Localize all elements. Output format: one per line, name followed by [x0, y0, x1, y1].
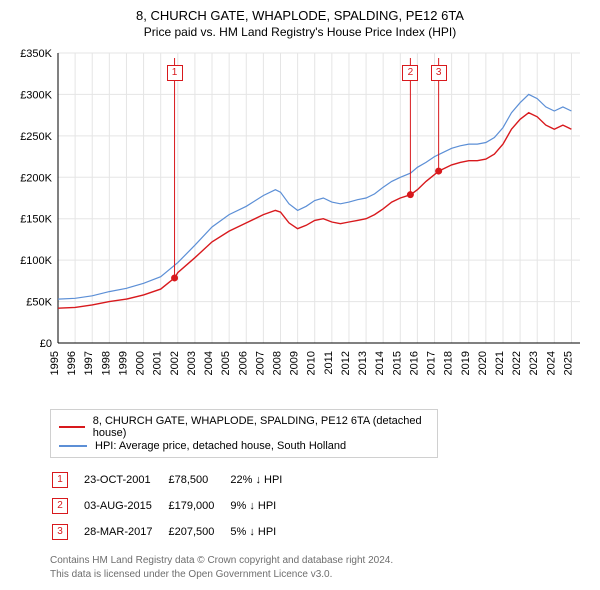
sales-table: 1 23-OCT-2001£78,50022% ↓ HPI 2 03-AUG-2015…	[50, 466, 298, 546]
legend-swatch-hpi	[59, 445, 87, 447]
attribution: Contains HM Land Registry data © Crown c…	[50, 554, 590, 581]
svg-text:2025: 2025	[562, 351, 574, 375]
chart-sale-marker: 2	[402, 65, 418, 81]
chart-area: £0 £50K £100K £150K £200K £250K £300K £350K 1995…	[10, 43, 590, 403]
chart-title: 8, CHURCH GATE, WHAPLODE, SPALDING, PE12…	[10, 8, 590, 23]
attribution-line2: This data is licensed under the Open Gov…	[50, 568, 590, 582]
svg-text:1996: 1996	[66, 351, 78, 375]
svg-text:£300K: £300K	[20, 89, 52, 101]
legend-row-property: 8, CHURCH GATE, WHAPLODE, SPALDING, PE12…	[59, 415, 429, 439]
chart-subtitle: Price paid vs. HM Land Registry's House …	[10, 25, 590, 39]
sale-date: 23-OCT-2001	[84, 468, 166, 492]
svg-text:1998: 1998	[100, 351, 112, 375]
sale-diff: 5% ↓ HPI	[230, 520, 296, 544]
svg-text:£250K: £250K	[20, 131, 52, 143]
svg-text:2019: 2019	[460, 351, 472, 375]
legend: 8, CHURCH GATE, WHAPLODE, SPALDING, PE12…	[50, 409, 438, 458]
chart-container: 8, CHURCH GATE, WHAPLODE, SPALDING, PE12…	[0, 0, 600, 589]
svg-text:2002: 2002	[169, 351, 181, 375]
svg-text:2000: 2000	[135, 351, 147, 375]
sale-price: £207,500	[168, 520, 228, 544]
svg-text:2014: 2014	[374, 351, 386, 375]
svg-text:1997: 1997	[83, 351, 95, 375]
svg-text:2013: 2013	[357, 351, 369, 375]
svg-text:2018: 2018	[443, 351, 455, 375]
svg-text:2001: 2001	[152, 351, 164, 375]
svg-text:2016: 2016	[408, 351, 420, 375]
svg-text:1999: 1999	[117, 351, 129, 375]
svg-text:£50K: £50K	[26, 297, 52, 309]
svg-text:£200K: £200K	[20, 172, 52, 184]
sale-price: £78,500	[168, 468, 228, 492]
sale-date: 03-AUG-2015	[84, 494, 166, 518]
svg-text:2007: 2007	[254, 351, 266, 375]
sale-diff: 22% ↓ HPI	[230, 468, 296, 492]
svg-text:2010: 2010	[306, 351, 318, 375]
svg-text:£350K: £350K	[20, 48, 52, 60]
svg-text:2015: 2015	[391, 351, 403, 375]
svg-text:2009: 2009	[289, 351, 301, 375]
legend-label-hpi: HPI: Average price, detached house, Sout…	[95, 440, 346, 452]
svg-text:2003: 2003	[186, 351, 198, 375]
sales-row: 3 28-MAR-2017£207,5005% ↓ HPI	[52, 520, 296, 544]
svg-text:2017: 2017	[426, 351, 438, 375]
legend-label-property: 8, CHURCH GATE, WHAPLODE, SPALDING, PE12…	[93, 415, 429, 439]
svg-text:£0: £0	[40, 338, 52, 350]
legend-swatch-property	[59, 426, 85, 428]
sale-diff: 9% ↓ HPI	[230, 494, 296, 518]
svg-text:2021: 2021	[494, 351, 506, 375]
sale-price: £179,000	[168, 494, 228, 518]
attribution-line1: Contains HM Land Registry data © Crown c…	[50, 554, 590, 568]
sale-marker-icon: 1	[52, 472, 68, 488]
svg-text:2008: 2008	[271, 351, 283, 375]
sales-row: 2 03-AUG-2015£179,0009% ↓ HPI	[52, 494, 296, 518]
svg-text:2023: 2023	[528, 351, 540, 375]
svg-text:1995: 1995	[49, 351, 61, 375]
chart-sale-marker: 1	[167, 65, 183, 81]
chart-svg: £0 £50K £100K £150K £200K £250K £300K £350K 1995…	[10, 43, 590, 403]
sales-row: 1 23-OCT-2001£78,50022% ↓ HPI	[52, 468, 296, 492]
svg-text:2012: 2012	[340, 351, 352, 375]
svg-text:£100K: £100K	[20, 255, 52, 267]
svg-text:2005: 2005	[220, 351, 232, 375]
svg-text:2024: 2024	[545, 351, 557, 375]
chart-sale-marker: 3	[431, 65, 447, 81]
svg-text:2011: 2011	[323, 351, 335, 375]
legend-row-hpi: HPI: Average price, detached house, Sout…	[59, 440, 429, 452]
sale-date: 28-MAR-2017	[84, 520, 166, 544]
svg-text:£150K: £150K	[20, 214, 52, 226]
sale-marker-icon: 2	[52, 498, 68, 514]
svg-text:2006: 2006	[237, 351, 249, 375]
svg-text:2020: 2020	[477, 351, 489, 375]
svg-text:2004: 2004	[203, 351, 215, 375]
sale-marker-icon: 3	[52, 524, 68, 540]
svg-text:2022: 2022	[511, 351, 523, 375]
